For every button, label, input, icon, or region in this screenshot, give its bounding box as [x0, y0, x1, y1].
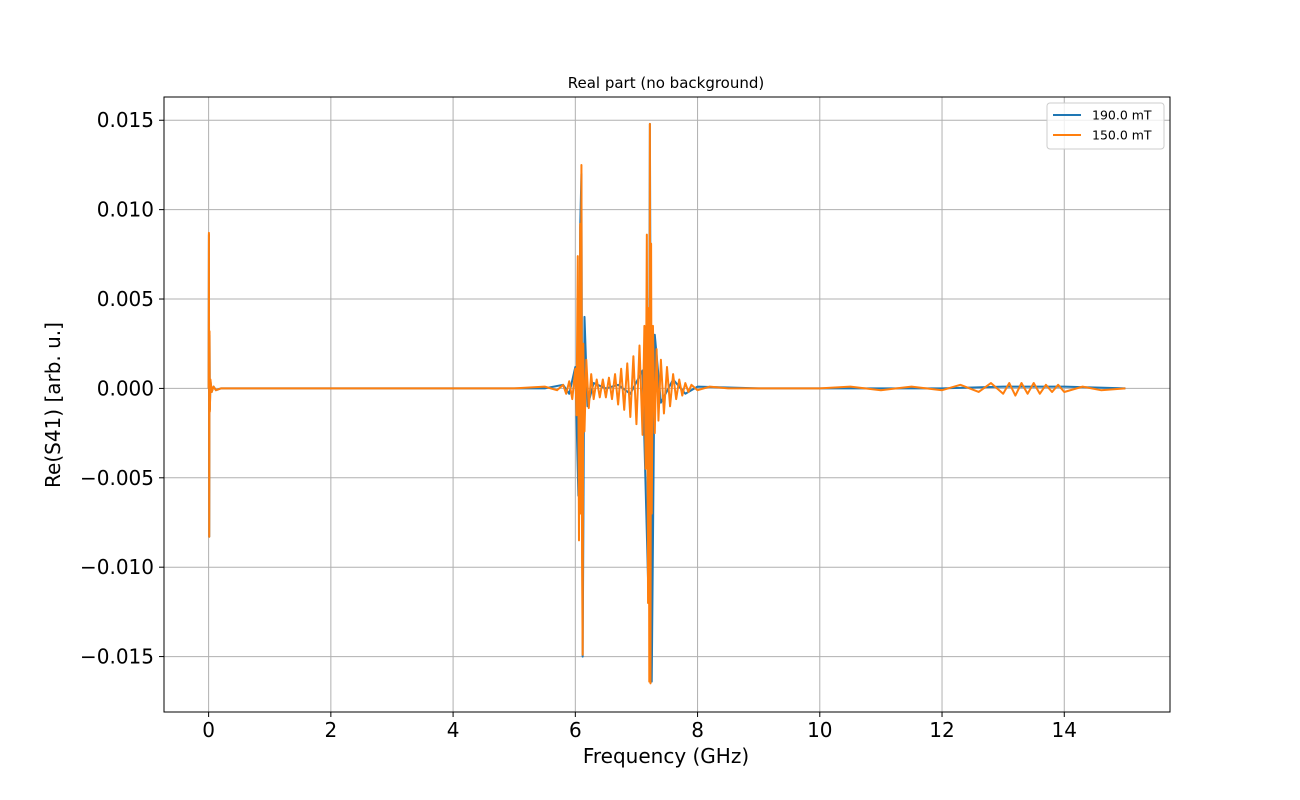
x-tick-label: 4: [447, 718, 460, 742]
y-tick-label: −0.015: [80, 645, 154, 669]
series-line-0: [207, 122, 1126, 683]
y-tick-label: 0.015: [97, 108, 154, 132]
x-tick-label: 14: [1052, 718, 1077, 742]
x-tick-label: 2: [324, 718, 337, 742]
y-axis: 0.015 0.010 0.005 0.000 −0.005 −0.010 −0.015: [80, 108, 164, 669]
series-line-1: [207, 122, 1126, 685]
x-tick-label: 10: [807, 718, 832, 742]
x-axis-label: Frequency (GHz): [583, 744, 749, 768]
y-tick-label: −0.010: [80, 555, 154, 579]
y-tick-label: 0.000: [97, 376, 154, 400]
legend: 190.0 mT 150.0 mT: [1046, 102, 1165, 150]
legend-label-190: 190.0 mT: [1092, 108, 1152, 123]
y-tick-label: 0.005: [97, 287, 154, 311]
y-tick-label: 0.010: [97, 198, 154, 222]
x-axis: 0 2 4 6 8 10 12 14: [202, 712, 1077, 742]
chart-title: Real part (no background): [568, 74, 765, 92]
x-tick-label: 6: [569, 718, 582, 742]
x-tick-label: 0: [202, 718, 215, 742]
grid: [164, 97, 1170, 712]
x-tick-label: 12: [929, 718, 954, 742]
y-tick-label: −0.005: [80, 466, 154, 490]
legend-label-150: 150.0 mT: [1092, 128, 1152, 143]
y-axis-label: Re(S41) [arb. u.]: [41, 322, 65, 488]
plot-frame: [163, 96, 1171, 713]
series-layer: [207, 122, 1126, 685]
x-tick-label: 8: [691, 718, 704, 742]
